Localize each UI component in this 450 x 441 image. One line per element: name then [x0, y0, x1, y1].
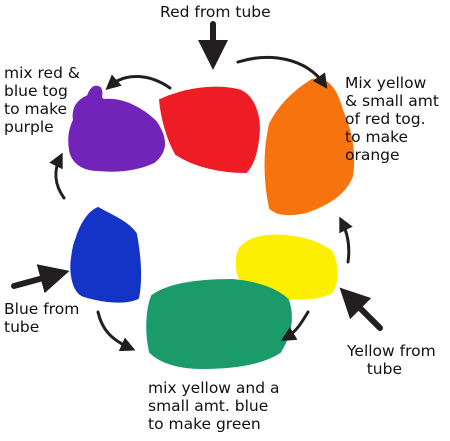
orange-paint-swatch: [264, 78, 355, 216]
arrow-blue-from-tube: [11, 264, 70, 294]
arrow-red-to-purple: [105, 74, 172, 90]
arrow-yellow-from-tube: [339, 287, 383, 331]
yellow-paint-swatch: [235, 234, 338, 300]
blue-paint-swatch: [70, 206, 142, 303]
arrow-red-to-orange: [236, 55, 328, 89]
green-paint-swatch: [146, 278, 292, 370]
purple-mix-label: mix red & blue tog to make purple: [4, 64, 80, 136]
blue-from-tube-label: Blue from tube: [4, 300, 80, 336]
red-from-tube-label: Red from tube: [160, 3, 271, 21]
yellow-from-tube-label: Yellow from tube: [347, 342, 436, 378]
arrow-blue-to-green: [96, 310, 136, 352]
orange-mix-label: Mix yellow & small amt of red tog. to ma…: [345, 74, 439, 164]
green-mix-label: mix yellow and a small amt. blue to make…: [148, 379, 280, 433]
purple-paint-swatch: [68, 85, 165, 172]
arrow-yellow-to-orange: [339, 216, 353, 264]
arrow-yellow-to-green: [280, 310, 310, 342]
arrow-purple-to-blue: [49, 152, 66, 200]
red-paint-swatch: [158, 86, 260, 174]
